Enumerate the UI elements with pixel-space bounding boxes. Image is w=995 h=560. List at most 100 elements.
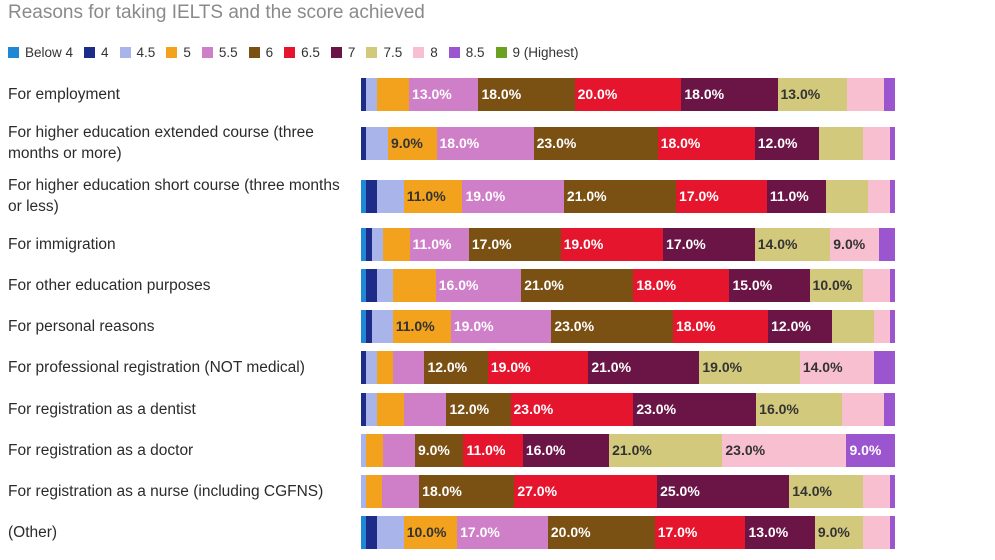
bar-segment-4[interactable] bbox=[361, 77, 367, 111]
bar-segment-4-5[interactable] bbox=[361, 474, 367, 508]
bar-segment-7-5[interactable]: 21.0% bbox=[609, 433, 723, 467]
bar-segment-8-5[interactable] bbox=[889, 309, 895, 343]
bar-segment-7[interactable]: 21.0% bbox=[588, 350, 700, 384]
bar-segment-8[interactable] bbox=[862, 515, 890, 549]
bar-segment-6-5[interactable]: 18.0% bbox=[657, 126, 755, 160]
bar-segment-8[interactable] bbox=[862, 268, 890, 302]
bar-segment-6[interactable]: 23.0% bbox=[551, 309, 673, 343]
bar-segment-8-5[interactable] bbox=[889, 126, 895, 160]
bar-segment-8[interactable] bbox=[862, 126, 890, 160]
bar-segment-5-5[interactable] bbox=[382, 433, 415, 467]
bar-segment-7[interactable]: 12.0% bbox=[754, 126, 820, 160]
bar-segment-6[interactable]: 12.0% bbox=[446, 392, 511, 426]
bar-segment-7-5[interactable]: 19.0% bbox=[699, 350, 800, 384]
bar-segment-7-5[interactable] bbox=[825, 179, 869, 213]
bar-segment-8-5[interactable] bbox=[889, 515, 895, 549]
bar-segment-6-5[interactable]: 11.0% bbox=[463, 433, 523, 467]
bar-segment-5[interactable]: 10.0% bbox=[403, 515, 458, 549]
bar-segment-7[interactable]: 13.0% bbox=[745, 515, 815, 549]
bar-segment-6[interactable]: 23.0% bbox=[533, 126, 658, 160]
bar-segment-4-5[interactable] bbox=[366, 77, 377, 111]
bar-segment-below-4[interactable] bbox=[361, 227, 367, 261]
bar-segment-7[interactable]: 16.0% bbox=[522, 433, 610, 467]
bar-segment-6-5[interactable]: 17.0% bbox=[654, 515, 746, 549]
legend-item-7[interactable]: 7 bbox=[330, 45, 355, 60]
bar-segment-8[interactable] bbox=[841, 392, 885, 426]
bar-segment-6-5[interactable]: 23.0% bbox=[510, 392, 634, 426]
bar-segment-7[interactable]: 18.0% bbox=[681, 77, 778, 111]
bar-segment-6-5[interactable]: 19.0% bbox=[560, 227, 664, 261]
bar-segment-5-5[interactable]: 17.0% bbox=[457, 515, 548, 549]
bar-segment-6[interactable]: 9.0% bbox=[414, 433, 464, 467]
bar-segment-4-5[interactable] bbox=[377, 268, 394, 302]
bar-segment-8-5[interactable] bbox=[889, 179, 895, 213]
legend-item-8[interactable]: 8 bbox=[413, 45, 438, 60]
bar-segment-7-5[interactable]: 16.0% bbox=[756, 392, 842, 426]
bar-segment-6-5[interactable]: 27.0% bbox=[514, 474, 658, 508]
bar-segment-8[interactable] bbox=[873, 309, 890, 343]
bar-segment-4[interactable] bbox=[366, 227, 372, 261]
bar-segment-4-5[interactable] bbox=[366, 350, 377, 384]
bar-segment-below-4[interactable] bbox=[361, 179, 367, 213]
bar-segment-8[interactable] bbox=[863, 474, 890, 508]
bar-segment-7[interactable]: 12.0% bbox=[768, 309, 832, 343]
bar-segment-6[interactable]: 21.0% bbox=[563, 179, 677, 213]
bar-segment-8[interactable]: 23.0% bbox=[722, 433, 847, 467]
bar-segment-7-5[interactable]: 13.0% bbox=[777, 77, 847, 111]
bar-segment-5-5[interactable] bbox=[392, 350, 425, 384]
bar-segment-8-5[interactable]: 9.0% bbox=[846, 433, 895, 467]
bar-segment-5[interactable]: 11.0% bbox=[392, 309, 451, 343]
bar-segment-6-5[interactable]: 20.0% bbox=[574, 77, 682, 111]
bar-segment-6[interactable]: 17.0% bbox=[468, 227, 561, 261]
bar-segment-4-5[interactable] bbox=[366, 126, 388, 160]
bar-segment-7-5[interactable] bbox=[831, 309, 874, 343]
bar-segment-4-5[interactable] bbox=[366, 392, 377, 426]
bar-segment-6[interactable]: 18.0% bbox=[419, 474, 515, 508]
legend-item-9-highest[interactable]: 9 (Highest) bbox=[495, 45, 579, 60]
bar-segment-8[interactable]: 14.0% bbox=[799, 350, 874, 384]
bar-segment-7-5[interactable]: 10.0% bbox=[809, 268, 863, 302]
bar-segment-7[interactable]: 17.0% bbox=[663, 227, 755, 261]
legend-item-8-5[interactable]: 8.5 bbox=[448, 45, 485, 60]
bar-segment-8-5[interactable] bbox=[889, 474, 895, 508]
legend-item-7-5[interactable]: 7.5 bbox=[366, 45, 402, 60]
bar-segment-8-5[interactable] bbox=[884, 392, 895, 426]
bar-segment-4[interactable] bbox=[361, 392, 367, 426]
bar-segment-5-5[interactable] bbox=[382, 474, 420, 508]
bar-segment-7-5[interactable]: 14.0% bbox=[789, 474, 864, 508]
legend-item-5-5[interactable]: 5.5 bbox=[201, 45, 238, 60]
bar-segment-4-5[interactable] bbox=[377, 515, 404, 549]
bar-segment-5-5[interactable]: 13.0% bbox=[409, 77, 479, 111]
bar-segment-5[interactable] bbox=[393, 268, 436, 302]
bar-segment-4-5[interactable] bbox=[377, 179, 404, 213]
bar-segment-5[interactable] bbox=[366, 474, 383, 508]
legend-item-4-5[interactable]: 4.5 bbox=[119, 45, 155, 60]
bar-segment-4[interactable] bbox=[366, 179, 377, 213]
bar-segment-7-5[interactable] bbox=[819, 126, 863, 160]
bar-segment-5[interactable]: 11.0% bbox=[403, 179, 463, 213]
legend-item-4[interactable]: 4 bbox=[84, 45, 109, 60]
bar-segment-8-5[interactable] bbox=[889, 268, 895, 302]
bar-segment-8[interactable] bbox=[846, 77, 885, 111]
bar-segment-4[interactable] bbox=[361, 126, 367, 160]
bar-segment-5[interactable] bbox=[376, 350, 393, 384]
legend-item-5[interactable]: 5 bbox=[166, 45, 191, 60]
bar-segment-6[interactable]: 18.0% bbox=[478, 77, 575, 111]
bar-segment-5[interactable]: 9.0% bbox=[387, 126, 437, 160]
bar-segment-6[interactable]: 21.0% bbox=[521, 268, 634, 302]
bar-segment-4[interactable] bbox=[361, 350, 367, 384]
bar-segment-below-4[interactable] bbox=[361, 309, 367, 343]
bar-segment-5-5[interactable]: 18.0% bbox=[436, 126, 534, 160]
bar-segment-7[interactable]: 15.0% bbox=[729, 268, 810, 302]
bar-segment-5-5[interactable]: 19.0% bbox=[450, 309, 552, 343]
bar-segment-6[interactable]: 20.0% bbox=[547, 515, 655, 549]
bar-segment-7[interactable]: 23.0% bbox=[633, 392, 757, 426]
bar-segment-7-5[interactable]: 9.0% bbox=[814, 515, 863, 549]
bar-segment-5-5[interactable]: 16.0% bbox=[435, 268, 522, 302]
legend-item-below-4[interactable]: Below 4 bbox=[8, 45, 73, 60]
bar-segment-below-4[interactable] bbox=[361, 268, 367, 302]
bar-segment-6-5[interactable]: 18.0% bbox=[672, 309, 769, 343]
bar-segment-8-5[interactable] bbox=[873, 350, 895, 384]
bar-segment-5[interactable] bbox=[377, 392, 404, 426]
bar-segment-8[interactable]: 9.0% bbox=[830, 227, 879, 261]
